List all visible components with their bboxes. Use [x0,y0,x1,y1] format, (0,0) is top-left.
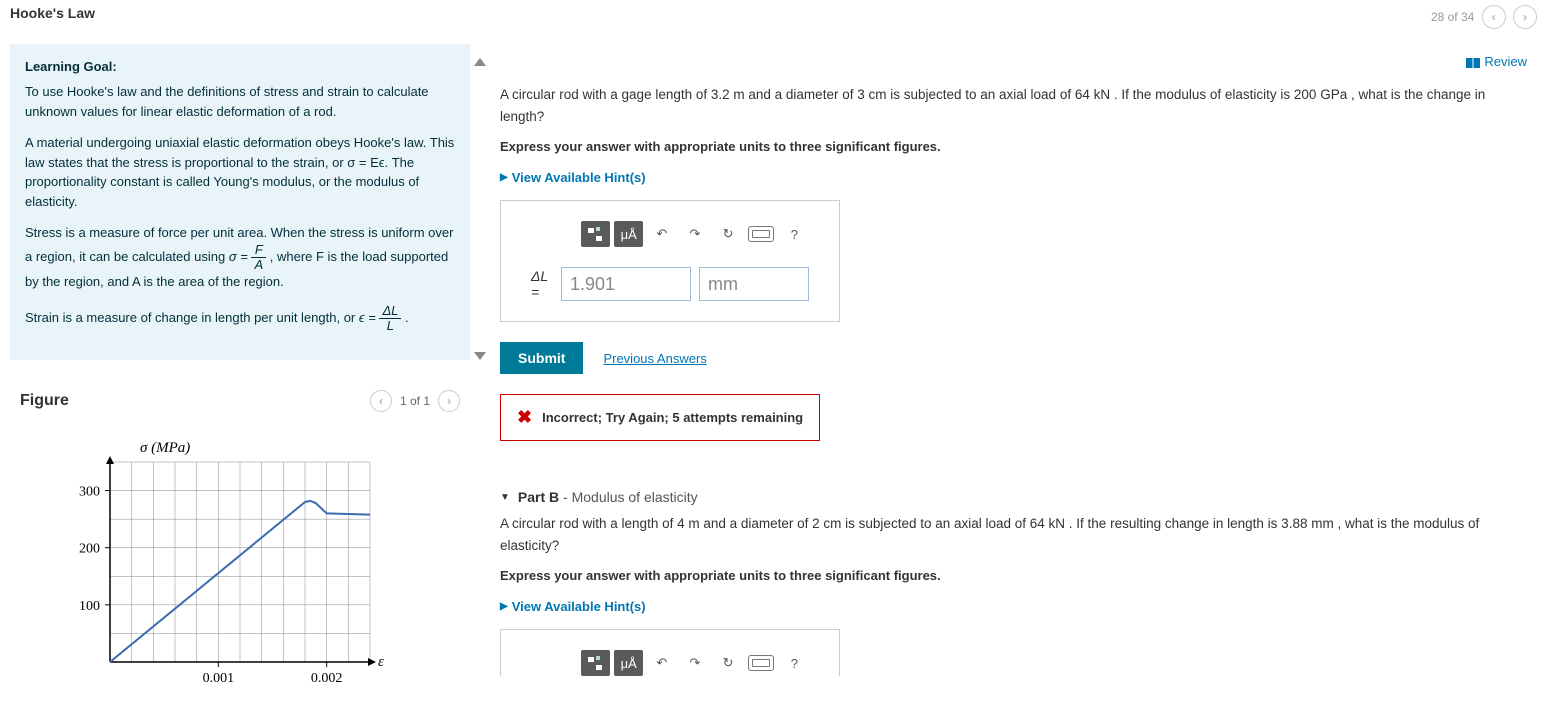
previous-answers-link[interactable]: Previous Answers [603,351,706,366]
answer-unit-input[interactable] [699,267,809,301]
page-counter: 28 of 34 [1431,10,1474,24]
redo-icon[interactable]: ↷ [680,650,709,676]
learning-p1: To use Hooke's law and the definitions o… [25,82,455,121]
part-b-header[interactable]: ▼ Part B - Modulus of elasticity [500,481,1527,513]
undo-icon[interactable]: ↶ [647,650,676,676]
figure-page: 1 of 1 [400,394,430,408]
chevron-down-icon: ▼ [500,492,510,503]
help-icon[interactable]: ? [780,221,809,247]
svg-text:0.002: 0.002 [311,671,343,686]
stress-strain-chart: 100 200 300 0.001 0.002 σ (MPa) ε [50,432,430,692]
svg-text:200: 200 [79,542,100,557]
help-icon[interactable]: ? [780,650,809,676]
keyboard-icon[interactable] [747,650,776,676]
template-tool-icon[interactable] [581,650,610,676]
template-tool-icon[interactable] [581,221,610,247]
undo-icon[interactable]: ↶ [647,221,676,247]
submit-button[interactable]: Submit [500,342,583,374]
units-tool-button[interactable]: μÅ [614,650,643,676]
svg-text:ε: ε [378,654,384,670]
part-a-hints-link[interactable]: View Available Hint(s) [500,170,646,185]
learning-p2: A material undergoing uniaxial elastic d… [25,133,455,211]
units-tool-button[interactable]: μÅ [614,221,643,247]
redo-icon[interactable]: ↷ [680,221,709,247]
learning-goal-box: Learning Goal: To use Hooke's law and th… [10,44,470,360]
answer-label: ΔL = [531,268,553,300]
learning-p3: Stress is a measure of force per unit ar… [25,223,455,292]
part-b-answer-panel: μÅ ↶ ↷ ↻ ? [500,629,840,676]
figure-heading: Figure [20,392,69,410]
part-b-label: Part B [518,489,559,505]
learning-p4: Strain is a measure of change in length … [25,304,455,334]
scrollbar[interactable] [472,58,488,360]
part-a-instruction: Express your answer with appropriate uni… [500,139,1527,154]
next-page-button[interactable]: › [1513,5,1537,29]
review-link[interactable]: Review [1466,54,1527,69]
answer-value-input[interactable] [561,267,691,301]
incorrect-icon: ✖ [517,407,532,428]
prev-page-button[interactable]: ‹ [1482,5,1506,29]
page-title: Hooke's Law [10,5,95,29]
figure-prev-button[interactable]: ‹ [370,390,392,412]
scroll-down-icon[interactable] [474,352,486,360]
header-right: 28 of 34 ‹ › [1431,5,1537,29]
svg-text:0.001: 0.001 [203,671,235,686]
feedback-text: Incorrect; Try Again; 5 attempts remaini… [542,410,803,425]
figure-next-button[interactable]: › [438,390,460,412]
svg-text:σ (MPa): σ (MPa) [140,440,190,456]
part-b-hints-link[interactable]: View Available Hint(s) [500,599,646,614]
reset-icon[interactable]: ↻ [714,650,743,676]
reset-icon[interactable]: ↻ [714,221,743,247]
keyboard-icon[interactable] [747,221,776,247]
part-b-instruction: Express your answer with appropriate uni… [500,568,1527,583]
learning-heading: Learning Goal: [25,59,455,74]
svg-text:100: 100 [79,599,100,614]
part-a-question: A circular rod with a gage length of 3.2… [500,84,1527,127]
part-a-answer-panel: μÅ ↶ ↷ ↻ ? ΔL = [500,200,840,322]
part-b-question: A circular rod with a length of 4 m and … [500,513,1527,556]
scroll-up-icon[interactable] [474,58,486,66]
feedback-box: ✖ Incorrect; Try Again; 5 attempts remai… [500,394,820,441]
part-b-title: - Modulus of elasticity [559,489,698,505]
svg-text:300: 300 [79,485,100,500]
